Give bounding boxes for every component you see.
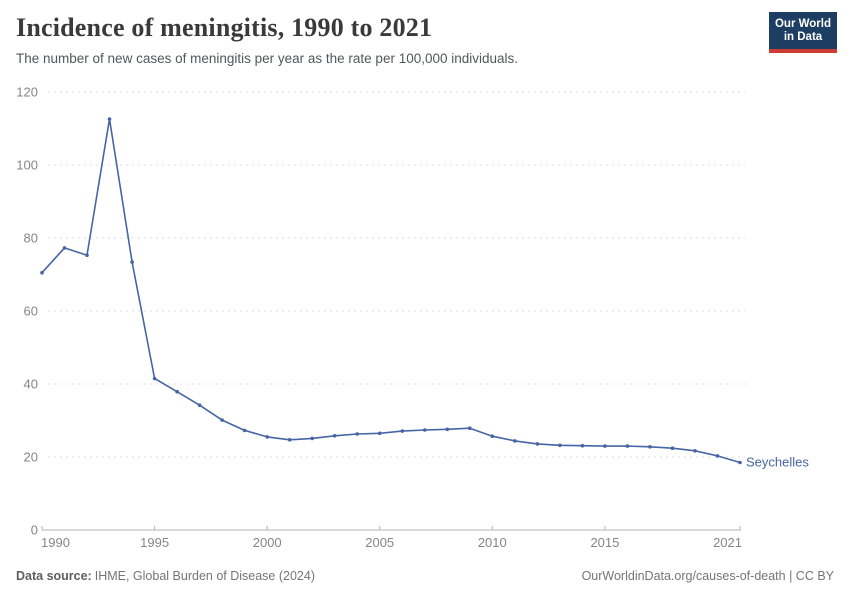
chart-title: Incidence of meningitis, 1990 to 2021 (16, 13, 433, 42)
data-point[interactable] (715, 454, 720, 458)
owid-logo[interactable]: Our World in Data (769, 12, 837, 53)
data-point[interactable] (625, 444, 630, 448)
data-point[interactable] (603, 444, 607, 448)
data-point[interactable] (513, 439, 517, 443)
data-point[interactable] (107, 117, 112, 121)
y-tick-label: 20 (24, 450, 38, 465)
data-point[interactable] (738, 460, 742, 465)
x-tick-label: 2015 (590, 535, 619, 550)
x-tick-label: 2000 (253, 535, 282, 550)
data-point[interactable] (648, 445, 652, 449)
y-tick-label: 40 (24, 377, 38, 392)
data-point[interactable] (558, 443, 562, 448)
data-point[interactable] (40, 270, 44, 275)
data-point[interactable] (85, 253, 89, 257)
x-tick-label: 1995 (140, 535, 169, 550)
x-tick-label: 2021 (713, 535, 742, 550)
data-point[interactable] (62, 246, 67, 250)
data-point[interactable] (152, 376, 157, 381)
data-point[interactable] (242, 428, 247, 433)
data-point[interactable] (197, 403, 202, 408)
data-point[interactable] (535, 442, 540, 446)
data-point[interactable] (377, 431, 382, 436)
data-point[interactable] (332, 434, 337, 438)
data-point[interactable] (670, 446, 675, 451)
series-line-seychelles[interactable] (41, 118, 741, 464)
credit-link[interactable]: OurWorldinData.org/causes-of-death | CC … (581, 569, 834, 583)
y-tick-label: 120 (16, 85, 38, 100)
chart-subtitle: The number of new cases of meningitis pe… (16, 51, 519, 66)
data-point[interactable] (423, 428, 427, 432)
data-source-label: Data source: (16, 569, 92, 583)
y-tick-label: 100 (16, 158, 38, 173)
data-point[interactable] (130, 260, 134, 264)
x-tick-label: 2010 (478, 535, 507, 550)
owid-logo-line1: Our World (774, 17, 831, 30)
data-point[interactable] (287, 438, 292, 442)
data-point[interactable] (580, 443, 585, 448)
data-point[interactable] (265, 435, 270, 439)
data-point[interactable] (490, 434, 495, 439)
series-label-seychelles[interactable]: Seychelles (746, 455, 809, 470)
owid-logo-line2: in Data (783, 30, 823, 43)
x-tick-label: 1990 (41, 535, 70, 550)
data-point[interactable] (400, 429, 405, 433)
data-point[interactable] (175, 389, 179, 394)
data-point[interactable] (310, 436, 315, 441)
y-tick-label: 60 (24, 304, 38, 319)
data-point[interactable] (220, 418, 224, 422)
y-tick-label: 0 (31, 523, 38, 538)
y-tick-label: 80 (24, 231, 38, 246)
data-source: Data source: IHME, Global Burden of Disea… (16, 569, 315, 583)
data-point[interactable] (355, 432, 360, 436)
x-tick-label: 2005 (365, 535, 394, 550)
data-point[interactable] (445, 427, 450, 432)
data-point[interactable] (693, 449, 697, 453)
data-source-text: IHME, Global Burden of Disease (2024) (94, 569, 315, 583)
data-point[interactable] (468, 426, 472, 431)
